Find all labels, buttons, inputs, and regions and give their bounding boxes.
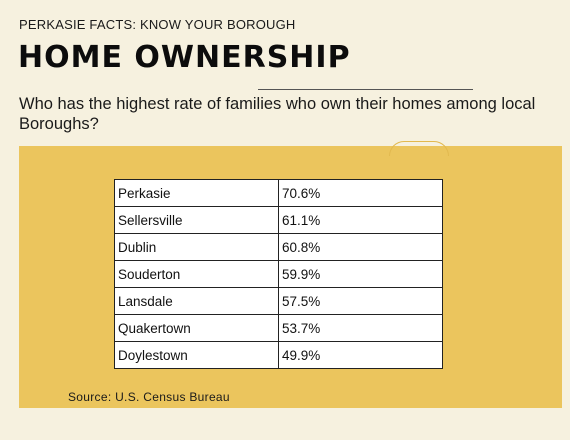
borough-name-cell: Souderton	[114, 260, 279, 288]
borough-name-cell: Lansdale	[114, 287, 279, 315]
table-row: Sellersville 61.1%	[114, 206, 443, 234]
table-row: Lansdale 57.5%	[114, 287, 443, 315]
borough-name-cell: Perkasie	[114, 179, 279, 207]
borough-name-cell: Sellersville	[114, 206, 279, 234]
borough-name-cell: Dublin	[114, 233, 279, 261]
kicker-text: PERKASIE FACTS: KNOW YOUR BOROUGH	[19, 17, 296, 32]
divider	[258, 89, 473, 90]
source-note: Source: U.S. Census Bureau	[68, 390, 230, 404]
ownership-rate-cell: 59.9%	[278, 260, 443, 288]
table-row: Perkasie 70.6%	[114, 179, 443, 207]
seal-decoration	[389, 141, 449, 156]
ownership-rate-cell: 53.7%	[278, 314, 443, 342]
question-text: Who has the highest rate of families who…	[19, 95, 536, 133]
borough-name-cell: Doylestown	[114, 341, 279, 369]
ownership-rate-cell: 70.6%	[278, 179, 443, 207]
ownership-table-body: Perkasie 70.6% Sellersville 61.1% Dublin 60.8…	[114, 179, 443, 369]
table-row: Dublin 60.8%	[114, 233, 443, 261]
ownership-rate-cell: 49.9%	[278, 341, 443, 369]
page-title: HOME OWNERSHIP	[18, 40, 351, 75]
ownership-rate-cell: 61.1%	[278, 206, 443, 234]
borough-name-cell: Quakertown	[114, 314, 279, 342]
table-row: Doylestown 49.9%	[114, 341, 443, 369]
table-row: Quakertown 53.7%	[114, 314, 443, 342]
ownership-table: Perkasie 70.6% Sellersville 61.1% Dublin 60.8…	[114, 179, 443, 369]
table-row: Souderton 59.9%	[114, 260, 443, 288]
ownership-rate-cell: 57.5%	[278, 287, 443, 315]
ownership-rate-cell: 60.8%	[278, 233, 443, 261]
